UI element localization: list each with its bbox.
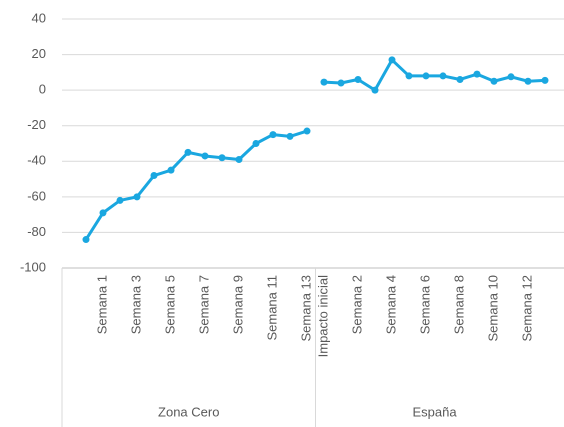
x-tick-label: Semana 6 <box>417 275 432 334</box>
x-tick-label: Semana 7 <box>196 275 211 334</box>
data-point <box>82 236 90 244</box>
y-tick-label: 20 <box>32 46 46 61</box>
data-point <box>337 79 345 87</box>
x-tick-label: Semana 5 <box>162 275 177 334</box>
data-point <box>150 172 158 180</box>
x-tick-label: Semana 8 <box>451 275 466 334</box>
x-tick-label: Semana 2 <box>349 275 364 334</box>
data-point <box>422 72 430 80</box>
data-point <box>167 166 175 174</box>
data-point <box>320 78 328 86</box>
x-tick-label: Semana 10 <box>485 275 500 342</box>
data-point <box>201 152 209 160</box>
x-tick-label: Semana 11 <box>264 275 279 341</box>
data-point <box>303 127 311 135</box>
data-point <box>473 70 481 78</box>
y-tick-label: -100 <box>20 259 46 274</box>
data-point <box>269 131 277 139</box>
data-point <box>507 73 515 81</box>
data-point <box>439 72 447 80</box>
data-point <box>388 56 396 64</box>
data-point <box>405 72 413 80</box>
x-tick-label: Semana 4 <box>383 275 398 334</box>
group-label: Zona Cero <box>158 404 219 419</box>
x-tick-label: Semana 9 <box>230 275 245 334</box>
data-point <box>490 77 498 85</box>
data-point <box>116 196 124 204</box>
series-line <box>84 129 308 241</box>
data-point <box>371 86 379 94</box>
y-tick-label: -80 <box>27 224 46 239</box>
data-point <box>524 77 532 85</box>
data-point <box>286 132 294 140</box>
group-label: España <box>412 404 457 419</box>
x-tick-label: Semana 13 <box>298 275 313 342</box>
data-point <box>456 75 464 83</box>
data-point <box>133 193 141 201</box>
x-tick-label: Semana 1 <box>94 275 109 334</box>
x-tick-label: Impacto inicial <box>315 275 330 357</box>
y-tick-label: -20 <box>27 117 46 132</box>
x-tick-label: Semana 12 <box>519 275 534 342</box>
data-point <box>184 148 192 156</box>
data-point <box>218 154 226 162</box>
data-point <box>252 140 260 147</box>
y-tick-label: 40 <box>32 10 46 25</box>
y-tick-label: -40 <box>27 153 46 168</box>
data-point <box>99 209 107 217</box>
y-tick-label: -60 <box>27 188 46 203</box>
x-tick-label: Semana 3 <box>128 275 143 334</box>
y-tick-label: 0 <box>39 82 46 97</box>
data-point <box>541 76 549 84</box>
data-point <box>235 156 243 164</box>
data-point <box>354 75 362 83</box>
